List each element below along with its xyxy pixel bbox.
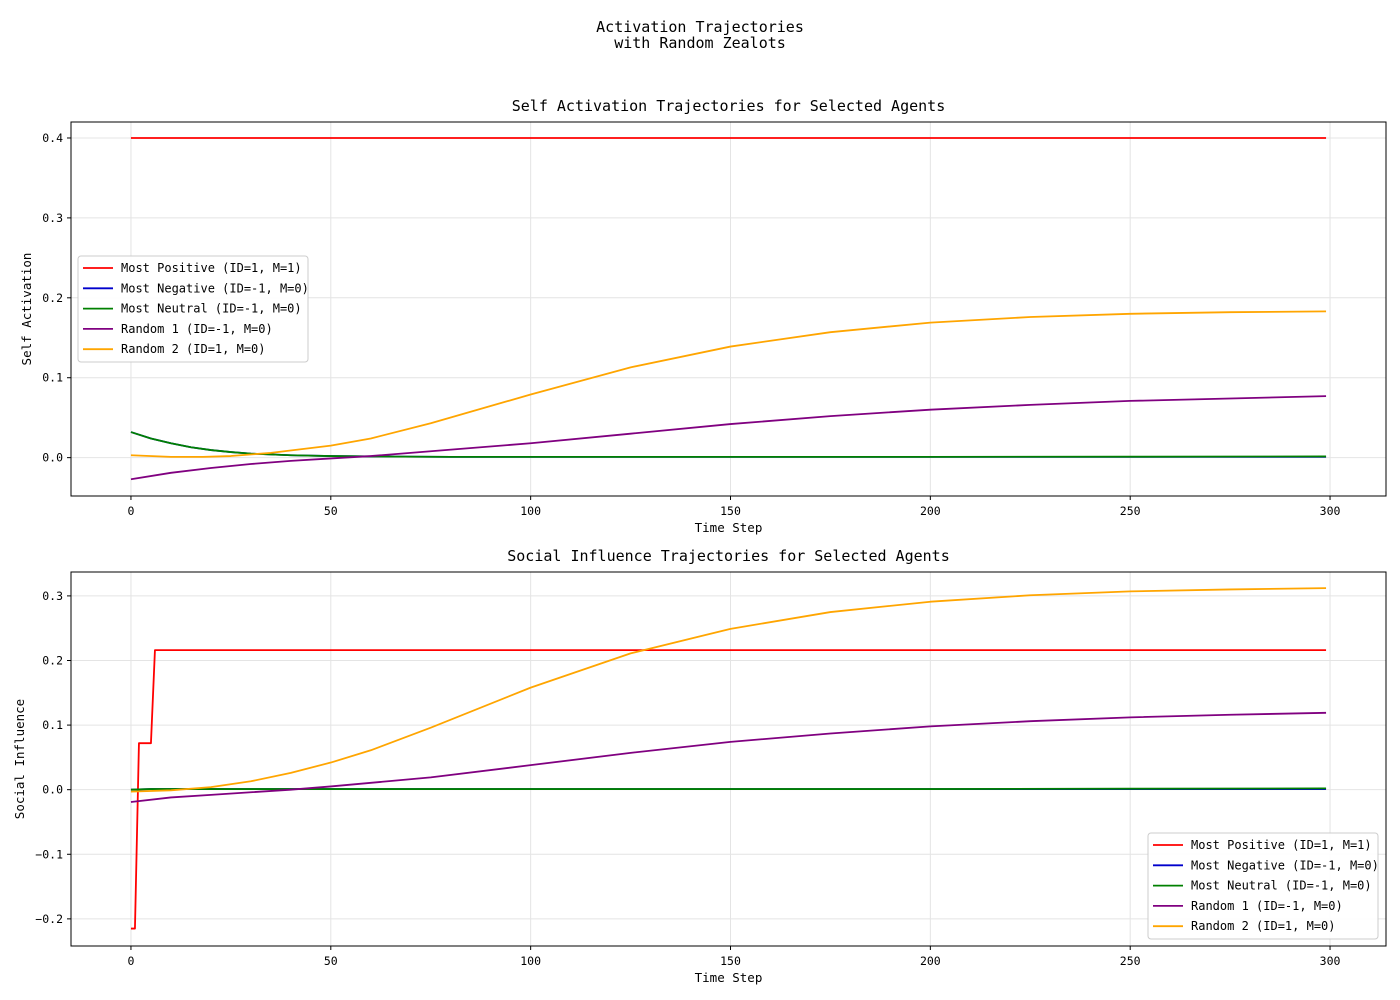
figure-suptitle-line2: with Random Zealots [614,34,786,52]
p0-x-tick-label-3: 150 [720,504,741,518]
p0-series-line-3 [130,395,1327,481]
figure-suptitle-line1: Activation Trajectories [596,18,804,36]
p0-legend-label-2: Most Neutral (ID=-1, M=0) [121,302,302,316]
p1-legend-label-3: Random 1 (ID=-1, M=0) [1191,899,1343,913]
p0-x-tick-label-2: 100 [520,504,541,518]
p1-x-tick-label-2: 100 [520,954,541,968]
p1-x-tick-label-0: 0 [127,954,134,968]
p0-y-tick-label-2: 0.2 [42,291,63,305]
p1-x-tick-label-6: 300 [1320,954,1341,968]
p1-series-line-4 [130,587,1327,793]
p1-chart-title: Social Influence Trajectories for Select… [507,547,950,565]
p0-legend-box [77,255,309,363]
p1-y-tick-label-0: −0.2 [35,912,63,926]
p1-legend-box [1147,832,1379,940]
p1-y-tick-label-3: 0.1 [42,718,63,732]
p1-legend-label-2: Most Neutral (ID=-1, M=0) [1191,879,1372,893]
p0-legend-label-1: Most Negative (ID=-1, M=0) [121,281,309,295]
p1-series-line-0 [130,649,1327,930]
p1-y-tick-label-1: −0.1 [35,847,63,861]
self-activation-panel: 0 50 100 150 200 250 300 0.0 0.1 0.2 0.3 0.4 Self Ac… [19,97,1387,535]
p1-x-tick-label-5: 250 [1120,954,1141,968]
p0-x-tick-label-0: 0 [127,504,134,518]
p0-x-tick-label-4: 200 [920,504,941,518]
p1-legend: Most Positive (ID=1, M=1) Most Negative (… [1147,832,1379,940]
p1-x-tick-label-3: 150 [720,954,741,968]
p1-legend-label-4: Random 2 (ID=1, M=0) [1191,919,1336,933]
p0-legend-label-4: Random 2 (ID=1, M=0) [121,342,266,356]
p0-y-tick-label-3: 0.3 [42,211,63,225]
p0-y-tick-label-4: 0.4 [42,131,63,145]
p1-series-line-3 [130,711,1327,803]
p0-legend-label-3: Random 1 (ID=-1, M=0) [121,322,273,336]
p0-y-tick-label-1: 0.1 [42,371,63,385]
p1-x-tick-label-4: 200 [920,954,941,968]
p1-legend-label-1: Most Negative (ID=-1, M=0) [1191,858,1379,872]
p1-y-tick-label-2: 0.0 [42,783,63,797]
p0-legend-label-0: Most Positive (ID=1, M=1) [121,261,302,275]
p0-legend: Most Positive (ID=1, M=1) Most Negative (… [77,255,309,363]
p1-axes-frame [70,571,1387,947]
p0-x-tick-label-6: 300 [1320,504,1341,518]
p1-series-line-2 [130,787,1327,791]
p0-series-line-2 [130,431,1327,458]
p0-series-line-4 [130,310,1327,458]
p1-y-tick-label-4: 0.2 [42,653,63,667]
p1-x-axis-label: Time Step [695,970,763,985]
p0-x-axis-label: Time Step [695,520,763,535]
p0-y-tick-label-0: 0.0 [42,451,63,465]
p1-y-tick-label-5: 0.3 [42,589,63,603]
p0-axes-frame [70,121,1387,497]
p1-legend-label-0: Most Positive (ID=1, M=1) [1191,838,1372,852]
p0-x-tick-label-5: 250 [1120,504,1141,518]
p1-x-tick-label-1: 50 [324,954,338,968]
p0-x-tick-label-1: 50 [324,504,338,518]
p0-chart-title: Self Activation Trajectories for Selecte… [512,97,945,115]
p0-series-line-1 [130,431,1327,458]
social-influence-panel: 0 50 100 150 200 250 300 −0.2 −0.1 0.0 0.1 0.2 0.3 So… [12,547,1387,985]
p0-y-axis-label: Self Activation [19,253,34,366]
p1-y-axis-label: Social Influence [12,699,27,819]
